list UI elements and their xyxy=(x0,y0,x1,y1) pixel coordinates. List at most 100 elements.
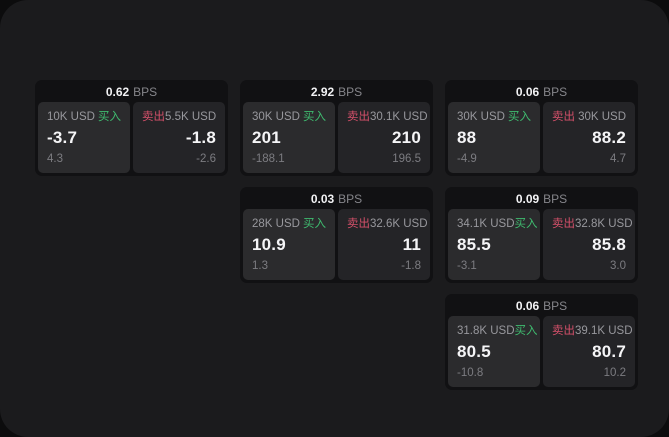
buy-amount: 31.8K USD xyxy=(457,325,515,337)
sell-top-row: 卖出 5.5K USD xyxy=(142,110,216,124)
buy-quote-panel[interactable]: 30K USD 买入 88 -4.9 xyxy=(448,102,540,173)
buy-amount: 10K USD xyxy=(47,111,95,123)
sell-top-row: 卖出 30K USD xyxy=(552,110,626,124)
bps-unit-label: BPS xyxy=(338,192,363,206)
buy-side-label: 买入 xyxy=(514,218,538,230)
buy-delta: -10.8 xyxy=(457,367,484,379)
quote-card-body: 28K USD 买入 10.9 1.3 卖出 32.6K USD 11 -1.8 xyxy=(243,209,430,280)
sell-amount: 39.1K USD xyxy=(575,325,633,337)
buy-side-label: 买入 xyxy=(98,111,121,123)
sell-quote-panel[interactable]: 卖出 30K USD 88.2 4.7 xyxy=(543,102,635,173)
buy-delta: -3.1 xyxy=(457,260,477,272)
bps-unit-label: BPS xyxy=(338,85,363,99)
bps-value: 0.06 xyxy=(515,85,540,99)
buy-quote-panel[interactable]: 30K USD 买入 201 -188.1 xyxy=(243,102,335,173)
buy-amount: 34.1K USD xyxy=(457,218,515,230)
bps-unit-label: BPS xyxy=(543,299,568,313)
quote-card: 0.62 BPS 10K USD 买入 -3.7 4.3 卖出 5.5K USD… xyxy=(35,80,228,176)
bps-value: 0.06 xyxy=(515,299,540,313)
sell-price: 85.8 xyxy=(592,235,626,254)
quote-card: 0.06 BPS 30K USD 买入 88 -4.9 卖出 30K USD 8… xyxy=(445,80,638,176)
quote-card: 0.06 BPS 31.8K USD 买入 80.5 -10.8 卖出 39.1… xyxy=(445,294,638,390)
bps-value: 0.62 xyxy=(105,85,130,99)
quote-card-header: 0.09 BPS xyxy=(448,190,635,209)
quote-card-body: 30K USD 买入 88 -4.9 卖出 30K USD 88.2 4.7 xyxy=(448,102,635,173)
buy-amount: 30K USD xyxy=(252,111,300,123)
buy-top-row: 28K USD 买入 xyxy=(252,217,326,231)
buy-price: 88 xyxy=(457,128,477,147)
sell-side-label: 卖出 xyxy=(552,218,575,230)
quote-card-header: 0.06 BPS xyxy=(448,83,635,102)
sell-amount: 32.6K USD xyxy=(370,218,428,230)
sell-quote-panel[interactable]: 卖出 30.1K USD 210 196.5 xyxy=(338,102,430,173)
buy-amount: 30K USD xyxy=(457,111,505,123)
sell-side-label: 卖出 xyxy=(347,218,370,230)
buy-side-label: 买入 xyxy=(303,111,326,123)
buy-top-row: 30K USD 买入 xyxy=(252,110,326,124)
sell-amount: 32.8K USD xyxy=(575,218,633,230)
sell-quote-panel[interactable]: 卖出 32.6K USD 11 -1.8 xyxy=(338,209,430,280)
quote-card-grid: 0.62 BPS 10K USD 买入 -3.7 4.3 卖出 5.5K USD… xyxy=(35,80,638,390)
quote-card-header: 0.06 BPS xyxy=(448,297,635,316)
buy-price: -3.7 xyxy=(47,128,78,147)
sell-side-label: 卖出 xyxy=(142,111,165,123)
sell-quote-panel[interactable]: 卖出 5.5K USD -1.8 -2.6 xyxy=(133,102,225,173)
quote-card: 0.09 BPS 34.1K USD 买入 85.5 -3.1 卖出 32.8K… xyxy=(445,187,638,283)
sell-price: 80.7 xyxy=(592,342,626,361)
sell-amount: 5.5K USD xyxy=(165,111,217,123)
sell-amount: 30.1K USD xyxy=(370,111,428,123)
buy-price: 10.9 xyxy=(252,235,286,254)
quote-card-body: 31.8K USD 买入 80.5 -10.8 卖出 39.1K USD 80.… xyxy=(448,316,635,387)
bps-unit-label: BPS xyxy=(543,85,568,99)
sell-delta: 196.5 xyxy=(392,153,421,165)
buy-amount: 28K USD xyxy=(252,218,300,230)
sell-price: -1.8 xyxy=(185,128,216,147)
buy-quote-panel[interactable]: 34.1K USD 买入 85.5 -3.1 xyxy=(448,209,540,280)
buy-price: 85.5 xyxy=(457,235,491,254)
buy-quote-panel[interactable]: 31.8K USD 买入 80.5 -10.8 xyxy=(448,316,540,387)
bps-value: 0.09 xyxy=(515,192,540,206)
quote-card-body: 10K USD 买入 -3.7 4.3 卖出 5.5K USD -1.8 -2.… xyxy=(38,102,225,173)
sell-delta: -2.6 xyxy=(196,153,216,165)
quote-card: 0.03 BPS 28K USD 买入 10.9 1.3 卖出 32.6K US… xyxy=(240,187,433,283)
buy-delta: 1.3 xyxy=(252,260,268,272)
sell-price: 11 xyxy=(402,235,421,254)
buy-quote-panel[interactable]: 10K USD 买入 -3.7 4.3 xyxy=(38,102,130,173)
quote-card: 2.92 BPS 30K USD 买入 201 -188.1 卖出 30.1K … xyxy=(240,80,433,176)
sell-delta: 3.0 xyxy=(610,260,626,272)
sell-price: 210 xyxy=(392,128,421,147)
sell-price: 88.2 xyxy=(592,128,626,147)
buy-top-row: 30K USD 买入 xyxy=(457,110,531,124)
buy-price: 201 xyxy=(252,128,281,147)
sell-top-row: 卖出 32.6K USD xyxy=(347,217,428,231)
buy-side-label: 买入 xyxy=(514,325,538,337)
sell-delta: -1.8 xyxy=(401,260,421,272)
buy-top-row: 10K USD 买入 xyxy=(47,110,121,124)
sell-top-row: 卖出 30.1K USD xyxy=(347,110,428,124)
buy-quote-panel[interactable]: 28K USD 买入 10.9 1.3 xyxy=(243,209,335,280)
quote-card-header: 2.92 BPS xyxy=(243,83,430,102)
quote-card-header: 0.03 BPS xyxy=(243,190,430,209)
sell-side-label: 卖出 xyxy=(347,111,370,123)
buy-side-label: 买入 xyxy=(303,218,326,230)
bps-unit-label: BPS xyxy=(543,192,568,206)
sell-delta: 4.7 xyxy=(610,153,626,165)
buy-price: 80.5 xyxy=(457,342,491,361)
bps-value: 2.92 xyxy=(310,85,335,99)
sell-quote-panel[interactable]: 卖出 32.8K USD 85.8 3.0 xyxy=(543,209,635,280)
buy-delta: 4.3 xyxy=(47,153,63,165)
buy-delta: -4.9 xyxy=(457,153,477,165)
sell-delta: 10.2 xyxy=(603,367,626,379)
sell-side-label: 卖出 xyxy=(552,111,575,123)
sell-side-label: 卖出 xyxy=(552,325,575,337)
quote-card-body: 34.1K USD 买入 85.5 -3.1 卖出 32.8K USD 85.8… xyxy=(448,209,635,280)
sell-top-row: 卖出 39.1K USD xyxy=(552,324,633,338)
buy-delta: -188.1 xyxy=(252,153,285,165)
buy-top-row: 34.1K USD 买入 xyxy=(457,217,538,231)
sell-quote-panel[interactable]: 卖出 39.1K USD 80.7 10.2 xyxy=(543,316,635,387)
sell-amount: 30K USD xyxy=(578,111,626,123)
buy-top-row: 31.8K USD 买入 xyxy=(457,324,538,338)
quote-card-body: 30K USD 买入 201 -188.1 卖出 30.1K USD 210 1… xyxy=(243,102,430,173)
bps-unit-label: BPS xyxy=(133,85,158,99)
